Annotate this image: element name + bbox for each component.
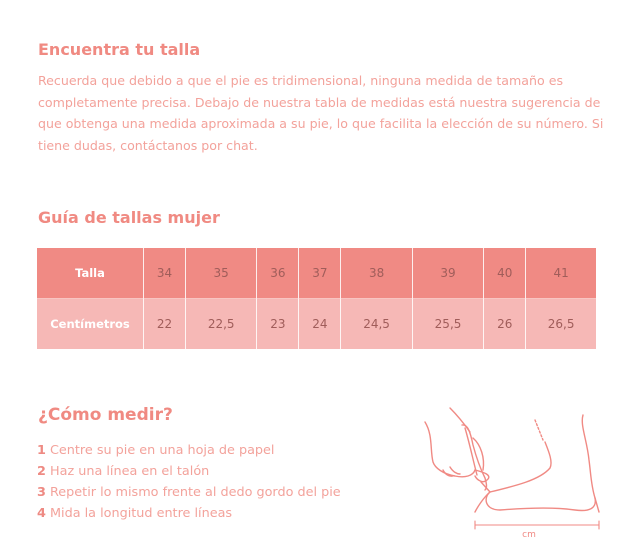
step-item: 3 Repetir lo mismo frente al dedo gordo …	[37, 482, 341, 503]
intro-text: Recuerda que debido a que el pie es trid…	[38, 73, 604, 153]
foot-measuring-illustration: cm	[424, 407, 600, 540]
cm-label: cm	[522, 530, 536, 540]
step-text: Repetir lo mismo frente al dedo gordo de…	[49, 485, 341, 500]
table-cell: 41	[525, 248, 596, 299]
step-text: Centre su pie en una hoja de papel	[49, 443, 275, 458]
step-number: 2	[37, 464, 46, 479]
step-text: Mida la longitud entre líneas	[49, 506, 233, 521]
row-label: Centímetros	[37, 298, 144, 349]
steps-list: 1 Centre su pie en una hoja de papel 2 H…	[37, 440, 341, 524]
table-cell: 26	[483, 298, 526, 349]
table-cell: 38	[340, 248, 413, 299]
table-cell: 40	[483, 248, 526, 299]
table-cell: 24	[298, 298, 341, 349]
table-cell: 26,5	[525, 298, 596, 349]
step-item: 1 Centre su pie en una hoja de papel	[37, 440, 341, 461]
size-guide-title: Guía de tallas mujer	[38, 208, 220, 227]
table-cell: 22,5	[184, 298, 257, 349]
table-cell: 34	[143, 248, 186, 299]
table-cell: 35	[184, 248, 257, 299]
size-table: Talla 34 35 36 37 38 39 40 41 Centímetro…	[37, 248, 596, 349]
step-item: 4 Mida la longitud entre líneas	[37, 503, 341, 524]
table-row-centimetros: Centímetros 22 22,5 23 24 24,5 25,5 26 2…	[37, 298, 596, 349]
table-row-talla: Talla 34 35 36 37 38 39 40 41	[37, 248, 596, 299]
table-cell: 37	[298, 248, 341, 299]
table-cell: 23	[256, 298, 299, 349]
step-number: 1	[37, 443, 46, 458]
step-item: 2 Haz una línea en el talón	[37, 461, 341, 482]
intro-title: Encuentra tu talla	[38, 40, 201, 59]
table-cell: 24,5	[340, 298, 413, 349]
table-cell: 22	[143, 298, 186, 349]
step-number: 4	[37, 506, 46, 521]
table-cell: 25,5	[411, 298, 484, 349]
step-text: Haz una línea en el talón	[49, 464, 210, 479]
how-to-title: ¿Cómo medir?	[38, 405, 173, 425]
table-cell: 39	[411, 248, 484, 299]
table-cell: 36	[256, 248, 299, 299]
step-number: 3	[37, 485, 46, 500]
row-label: Talla	[37, 248, 144, 299]
